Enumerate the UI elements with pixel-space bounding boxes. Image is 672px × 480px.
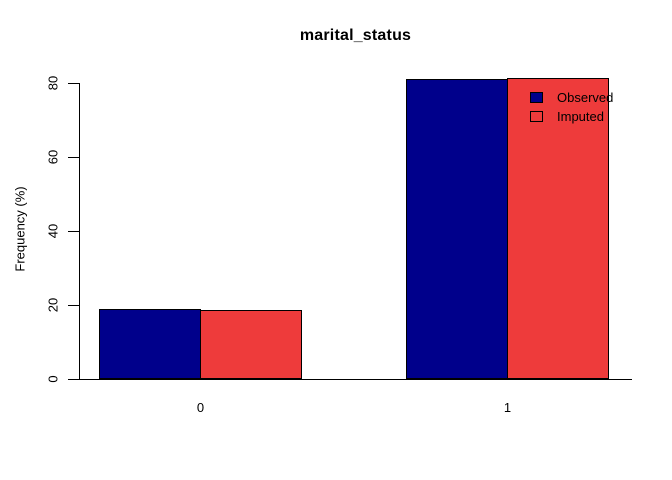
legend-swatch-observed bbox=[530, 92, 543, 103]
bar-imputed-0 bbox=[200, 310, 302, 379]
legend-label: Imputed bbox=[557, 109, 604, 124]
x-category-label: 0 bbox=[196, 400, 205, 415]
y-axis-label: Frequency (%) bbox=[12, 186, 28, 272]
y-axis-tick bbox=[68, 157, 79, 158]
y-axis-tick bbox=[68, 83, 79, 84]
bar-observed-0 bbox=[99, 309, 201, 379]
bar-imputed-1 bbox=[507, 78, 609, 379]
legend-item-observed: Observed bbox=[530, 88, 613, 107]
y-axis-tick-label: 20 bbox=[45, 297, 61, 313]
y-axis-tick-label: 60 bbox=[45, 149, 61, 165]
legend-label: Observed bbox=[557, 90, 614, 105]
legend-swatch-imputed bbox=[530, 111, 543, 122]
y-axis-tick-label: 0 bbox=[45, 375, 61, 383]
legend: Observed Imputed bbox=[530, 88, 640, 126]
y-axis-tick bbox=[68, 231, 79, 232]
y-axis-tick-label: 80 bbox=[45, 75, 61, 91]
y-axis-line bbox=[79, 83, 80, 380]
y-axis-tick-label: 40 bbox=[45, 223, 61, 239]
bar-observed-1 bbox=[406, 79, 508, 379]
legend-item-imputed: Imputed bbox=[530, 107, 604, 126]
x-category-label: 1 bbox=[503, 400, 512, 415]
x-axis-line bbox=[68, 379, 632, 380]
y-axis-tick bbox=[68, 379, 79, 380]
y-axis-tick bbox=[68, 305, 79, 306]
chart-title: marital_status bbox=[299, 27, 412, 44]
